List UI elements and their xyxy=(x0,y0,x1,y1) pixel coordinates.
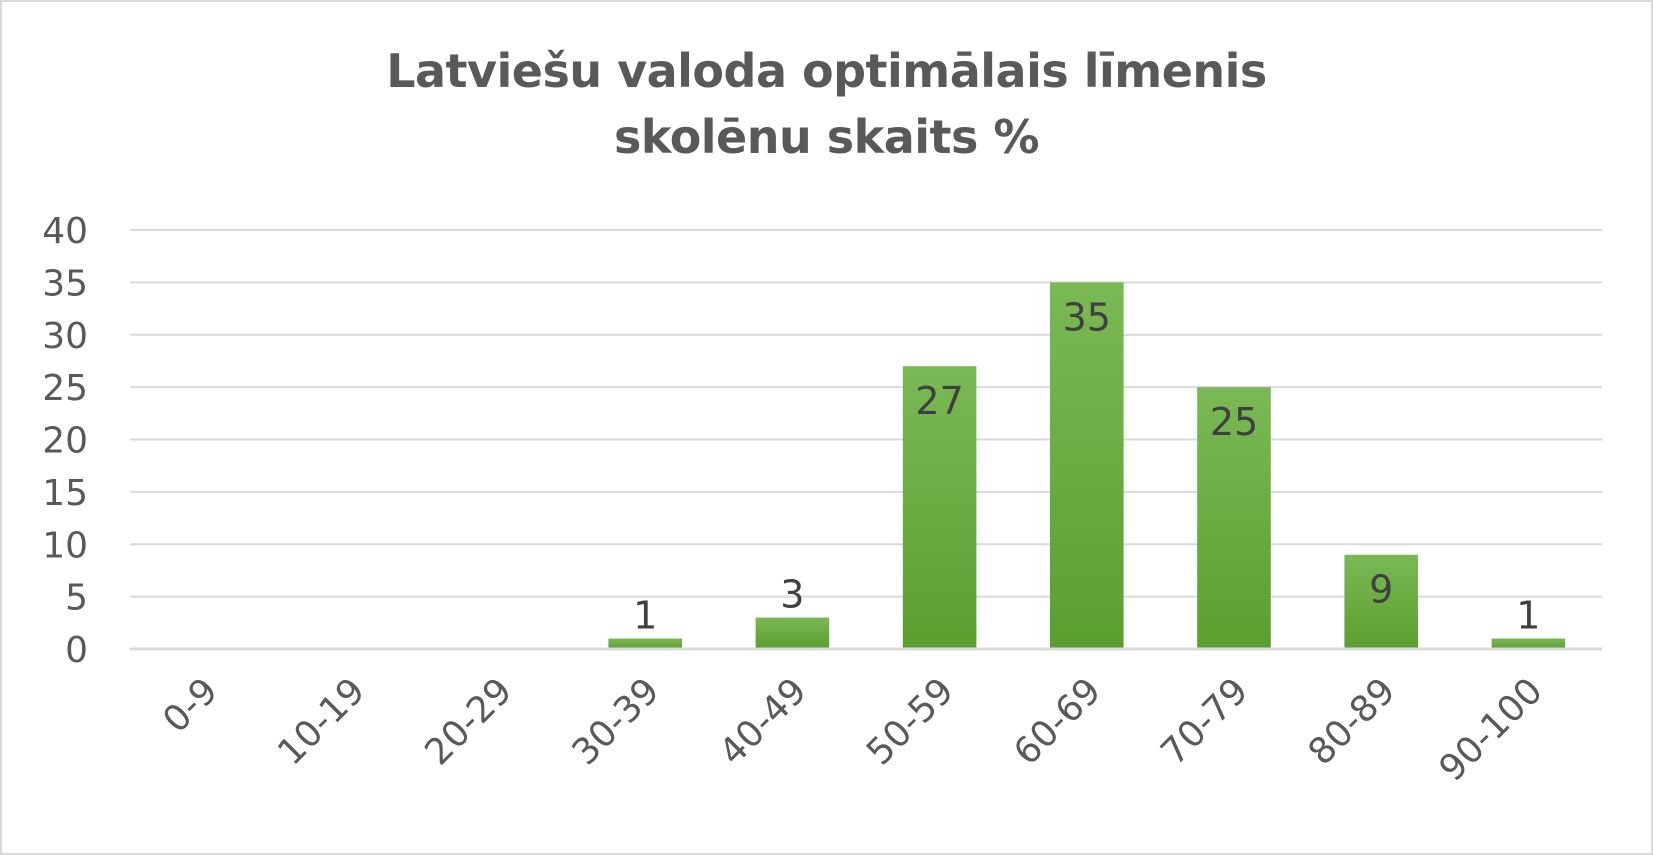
y-tick-label: 0 xyxy=(65,630,88,671)
y-tick-label: 10 xyxy=(42,525,88,566)
chart-title: Latviešu valoda optimālais līmenis skolē… xyxy=(2,38,1651,170)
data-label: 1 xyxy=(1516,594,1540,638)
y-tick-label: 5 xyxy=(65,578,88,619)
y-tick-label: 15 xyxy=(42,473,88,514)
x-tick-label: 40-49 xyxy=(712,670,815,773)
y-tick-label: 20 xyxy=(42,421,88,462)
x-tick-label: 0-9 xyxy=(155,670,226,741)
bar xyxy=(1050,282,1124,649)
bar xyxy=(1491,638,1566,649)
y-tick-label: 35 xyxy=(42,263,88,304)
chart-title-line-1: Latviešu valoda optimālais līmenis xyxy=(386,44,1267,98)
bar xyxy=(608,638,682,649)
x-tick-label: 70-79 xyxy=(1153,670,1256,773)
bar xyxy=(1344,554,1418,649)
data-label: 27 xyxy=(915,379,963,423)
bar xyxy=(755,617,830,649)
x-tick-label: 60-69 xyxy=(1006,670,1109,773)
data-label: 35 xyxy=(1063,295,1111,339)
bar xyxy=(1197,387,1271,649)
chart-title-line-2: skolēnu skaits % xyxy=(613,110,1040,164)
x-tick-label: 30-39 xyxy=(565,670,668,773)
y-tick-label: 40 xyxy=(42,211,88,252)
data-label: 3 xyxy=(780,573,804,617)
y-tick-label: 25 xyxy=(42,368,88,409)
x-tick-label: 50-59 xyxy=(859,670,962,773)
data-label: 1 xyxy=(633,594,657,638)
x-tick-label: 10-19 xyxy=(270,670,373,773)
x-tick-label: 80-89 xyxy=(1301,670,1404,773)
y-tick-label: 30 xyxy=(42,316,88,357)
bar xyxy=(902,366,977,649)
x-tick-label: 90-100 xyxy=(1432,670,1551,789)
x-tick-label: 20-29 xyxy=(417,670,520,773)
data-label: 9 xyxy=(1369,568,1393,612)
data-label: 25 xyxy=(1210,400,1258,444)
